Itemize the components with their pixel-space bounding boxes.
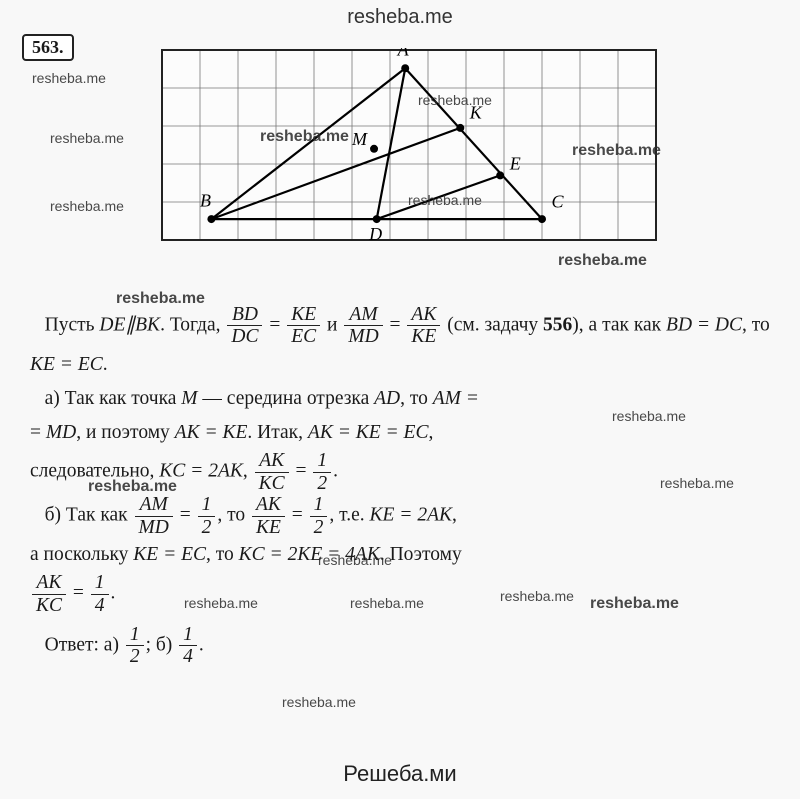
paragraph-3: следовательно, KC = 2AK, AKKC = 12. bbox=[30, 450, 775, 494]
watermark-text: resheba.me bbox=[32, 70, 106, 86]
answer-line: Ответ: а) 12; б) 14. bbox=[30, 624, 775, 668]
svg-text:K: K bbox=[469, 102, 483, 122]
problem-number: 563. bbox=[22, 34, 74, 61]
svg-text:C: C bbox=[552, 192, 565, 212]
svg-text:B: B bbox=[200, 191, 211, 211]
site-footer: Решеба.ми bbox=[0, 761, 800, 787]
svg-text:D: D bbox=[368, 224, 382, 244]
svg-text:A: A bbox=[397, 48, 410, 60]
paragraph-2: а) Так как точка M — середина отрезка AD… bbox=[30, 382, 775, 450]
watermark-text: resheba.me bbox=[50, 130, 124, 146]
paragraph-6: AKKC = 14. bbox=[30, 572, 775, 616]
paragraph-4: б) Так как AMMD = 12, то AKKE = 12, т.е.… bbox=[30, 494, 775, 538]
watermark-text: resheba.me bbox=[282, 694, 356, 710]
site-header: resheba.me bbox=[0, 0, 800, 29]
solution-text: Пусть DE∥BK. Тогда, BDDC = KEEC и AMMD =… bbox=[30, 304, 775, 668]
paragraph-5: а поскольку KE = EC, то KC = 2KE = 4AK. … bbox=[30, 538, 775, 572]
geometry-diagram: A B C D M K E bbox=[160, 48, 660, 263]
page: resheba.me 563. resheba.me resheba.me resh… bbox=[0, 0, 800, 799]
svg-text:E: E bbox=[509, 154, 521, 174]
svg-text:M: M bbox=[351, 129, 368, 149]
watermark-text: resheba.me bbox=[50, 198, 124, 214]
paragraph-1: Пусть DE∥BK. Тогда, BDDC = KEEC и AMMD =… bbox=[30, 304, 775, 382]
